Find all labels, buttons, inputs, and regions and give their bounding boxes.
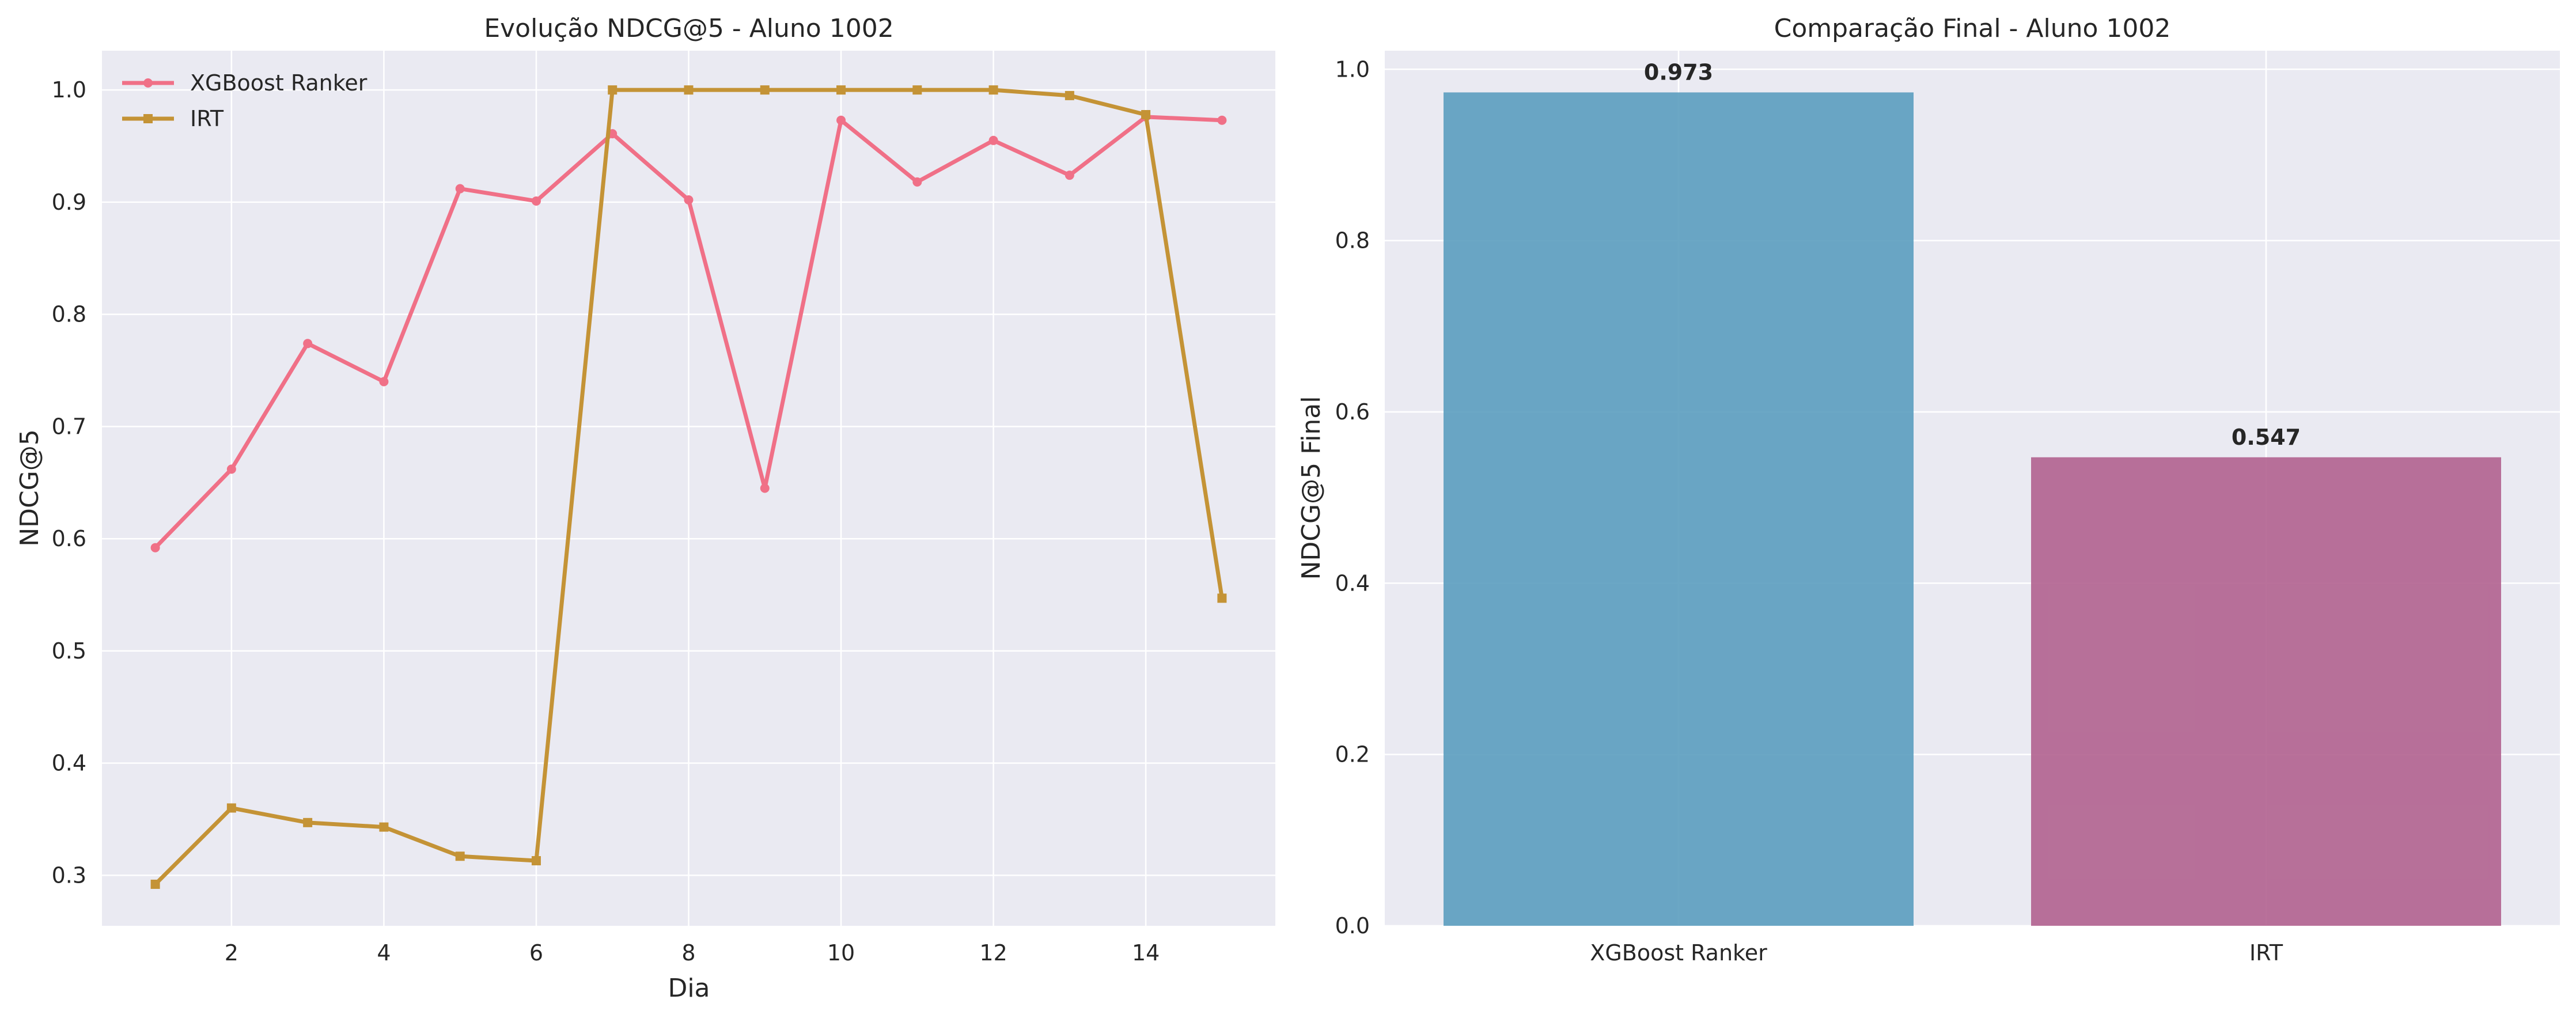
bar-value-label-irt: 0.547 xyxy=(2232,425,2301,450)
data-point-irt xyxy=(1217,593,1227,603)
legend-marker-xgboost xyxy=(143,78,153,88)
bar-chart-y-tick-label: 0.2 xyxy=(1335,742,1370,767)
line-chart-x-tick-label: 14 xyxy=(1132,940,1160,966)
data-point-irt xyxy=(608,85,618,95)
bar-chart-y-tick-label: 0.0 xyxy=(1335,913,1370,938)
line-chart-title: Evolução NDCG@5 - Aluno 1002 xyxy=(484,14,893,43)
data-point-irt xyxy=(455,851,465,861)
line-chart-y-tick-label: 0.4 xyxy=(52,751,86,776)
bar-chart-y-ticks: 0.0 0.2 0.4 0.6 0.8 1.0 xyxy=(1335,56,1370,938)
data-point-xgboost-ranker xyxy=(531,196,541,206)
line-chart-y-tick-label: 0.9 xyxy=(52,190,86,215)
line-chart-x-tick-label: 8 xyxy=(681,940,695,966)
data-point-irt xyxy=(988,85,998,95)
bar-chart-y-tick-label: 0.6 xyxy=(1335,399,1370,425)
data-point-xgboost-ranker xyxy=(150,543,160,552)
line-chart-x-tick-label: 12 xyxy=(979,940,1007,966)
data-point-irt xyxy=(379,822,389,832)
bar-value-label-xgboost-ranker: 0.973 xyxy=(1644,59,1713,85)
data-point-irt xyxy=(150,879,160,889)
line-chart-x-tick-label: 6 xyxy=(529,940,543,966)
data-point-xgboost-ranker xyxy=(226,464,236,474)
line-chart-y-tick-label: 0.8 xyxy=(52,302,86,327)
data-point-xgboost-ranker xyxy=(988,135,998,145)
line-chart-x-ticks: 2 4 6 8 10 12 14 xyxy=(225,940,1160,966)
line-chart-y-tick-label: 0.7 xyxy=(52,414,86,439)
data-point-xgboost-ranker xyxy=(455,184,465,194)
bar-irt xyxy=(2031,457,2501,926)
line-chart-x-tick-label: 10 xyxy=(827,940,855,966)
line-chart-legend: XGBoost Ranker IRT xyxy=(122,70,368,131)
legend-marker-irt xyxy=(143,114,153,123)
data-point-irt xyxy=(684,85,694,95)
data-point-irt xyxy=(226,803,236,813)
data-point-xgboost-ranker xyxy=(379,377,389,387)
line-chart-x-tick-label: 4 xyxy=(377,940,391,966)
data-point-xgboost-ranker xyxy=(1217,115,1227,125)
line-chart-y-tick-label: 0.3 xyxy=(52,862,86,888)
line-chart-y-tick-label: 0.6 xyxy=(52,526,86,551)
bar-chart-title: Comparação Final - Aluno 1002 xyxy=(1774,14,2171,43)
data-point-xgboost-ranker xyxy=(303,339,313,349)
bar-chart-y-tick-label: 1.0 xyxy=(1335,56,1370,82)
data-point-irt xyxy=(912,85,922,95)
bar-category-label-xgboost-ranker: XGBoost Ranker xyxy=(1590,940,1767,966)
line-chart-series xyxy=(150,85,1227,889)
legend-label-irt: IRT xyxy=(190,106,224,131)
data-point-irt xyxy=(303,817,313,827)
data-point-irt xyxy=(531,856,541,866)
data-point-xgboost-ranker xyxy=(760,483,770,493)
line-chart-x-axis-label: Dia xyxy=(668,974,710,1003)
data-point-irt xyxy=(1065,90,1074,100)
line-chart-y-tick-label: 1.0 xyxy=(52,77,86,103)
bar-chart-y-tick-label: 0.4 xyxy=(1335,570,1370,596)
data-point-xgboost-ranker xyxy=(836,115,846,125)
line-chart-panel: 2 4 6 8 10 12 14 0.3 0.4 0.5 0.6 0.7 0.8 0.9 1.0 Evol… xyxy=(15,14,1275,1003)
bar-chart-bars: 0.973 XGBoost Ranker 0.547 IRT xyxy=(1444,59,2501,966)
data-point-irt xyxy=(1141,110,1151,120)
data-point-xgboost-ranker xyxy=(1065,171,1074,180)
legend-label-xgboost: XGBoost Ranker xyxy=(190,70,368,96)
bar-chart-y-tick-label: 0.8 xyxy=(1335,228,1370,253)
line-chart-x-tick-label: 2 xyxy=(225,940,238,966)
data-point-xgboost-ranker xyxy=(912,177,922,187)
data-point-xgboost-ranker xyxy=(684,195,694,205)
line-chart-y-axis-label: NDCG@5 xyxy=(15,429,44,547)
bar-category-label-irt: IRT xyxy=(2249,940,2283,966)
bar-chart-y-axis-label: NDCG@5 Final xyxy=(1297,396,1326,580)
line-chart-y-ticks: 0.3 0.4 0.5 0.6 0.7 0.8 0.9 1.0 xyxy=(52,77,86,888)
bar-xgboost-ranker xyxy=(1444,92,1914,926)
line-chart-y-tick-label: 0.5 xyxy=(52,638,86,664)
data-point-irt xyxy=(760,85,770,95)
data-point-irt xyxy=(836,85,846,95)
